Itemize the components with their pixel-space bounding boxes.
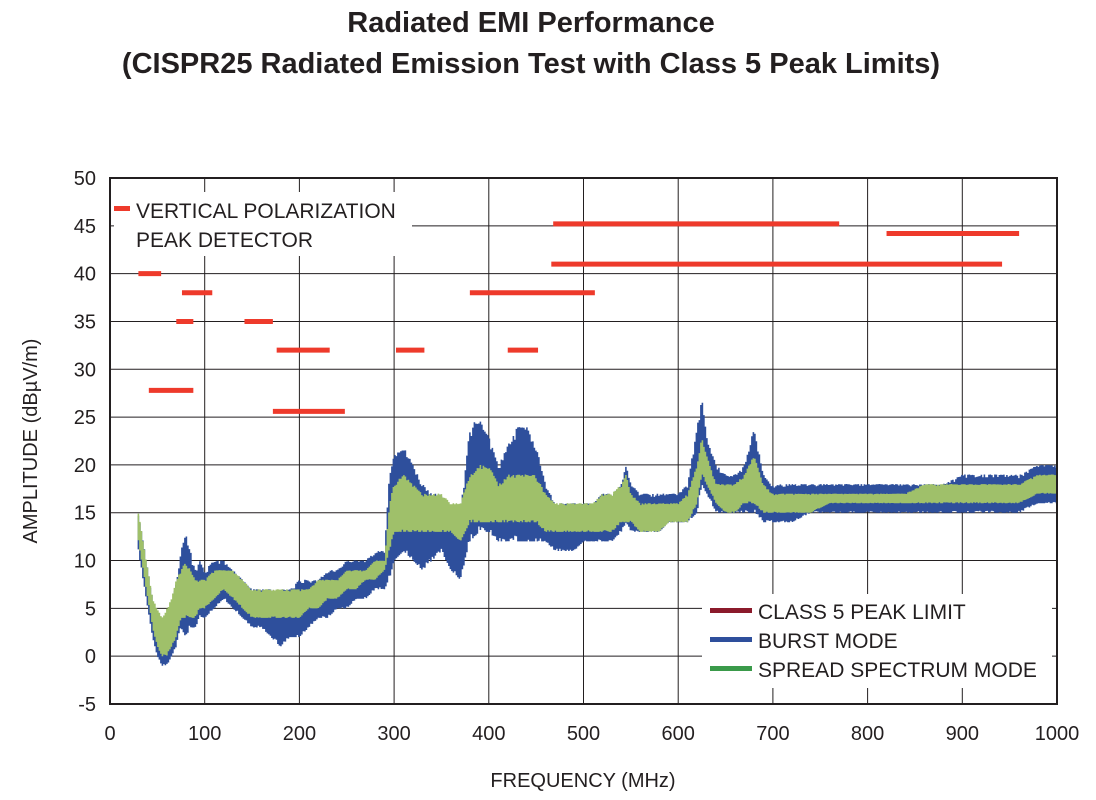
legend-label-spread: SPREAD SPECTRUM MODE (758, 659, 1037, 682)
series-1 (137, 440, 1058, 657)
x-tick-label-5: 500 (567, 723, 600, 745)
legend-label-burst: BURST MODE (758, 630, 898, 653)
x-tick-label-2: 200 (283, 723, 316, 745)
y-tick-label-1: 0 (85, 646, 96, 668)
x-tick-label-3: 300 (377, 723, 410, 745)
x-tick-label-7: 700 (756, 723, 789, 745)
emission-traces (137, 402, 1058, 666)
y-tick-label-7: 30 (74, 359, 96, 381)
legend-swatch-limit (710, 608, 752, 613)
legend-entry-spread: SPREAD SPECTRUM MODE (710, 659, 1037, 682)
y-tick-label-3: 10 (74, 551, 96, 573)
x-axis-label: FREQUENCY (MHz) (490, 770, 675, 792)
legend-entry-limit: CLASS 5 PEAK LIMIT (710, 601, 966, 624)
y-axis-label: AMPLITUDE (dBµV/m) (20, 339, 42, 544)
legend-entry-burst: BURST MODE (710, 630, 898, 653)
legend-swatch-burst (710, 637, 752, 642)
x-tick-label-8: 800 (851, 723, 884, 745)
series-1-trace (137, 440, 1058, 657)
y-tick-label-10: 45 (74, 216, 96, 238)
chart-subtitle: (CISPR25 Radiated Emission Test with Cla… (122, 48, 940, 80)
legend-background (702, 594, 1052, 688)
y-tick-label-0: -5 (78, 694, 96, 716)
annotation-line-2: PEAK DETECTOR (136, 229, 313, 252)
annotation-line-1: VERTICAL POLARIZATION (136, 200, 396, 223)
x-tick-label-1: 100 (188, 723, 221, 745)
y-tick-labels: -5 0 5 10 15 20 25 30 35 40 45 50 (74, 168, 96, 716)
x-tick-label-4: 400 (472, 723, 505, 745)
y-tick-label-11: 50 (74, 168, 96, 190)
x-tick-label-10: 1000 (1035, 723, 1080, 745)
legend-swatch-spread (710, 666, 752, 671)
annotation-limit-swatch (114, 206, 130, 211)
y-tick-label-5: 20 (74, 455, 96, 477)
chart-title: Radiated EMI Performance (347, 7, 714, 39)
legend-label-limit: CLASS 5 PEAK LIMIT (758, 601, 966, 624)
plot-frame (109, 177, 1058, 705)
x-tick-labels: 0 100 200 300 400 500 600 700 800 900 1000 (104, 723, 1079, 745)
annotation-background (114, 192, 412, 256)
x-tick-label-9: 900 (946, 723, 979, 745)
y-tick-label-6: 25 (74, 407, 96, 429)
y-tick-label-8: 35 (74, 311, 96, 333)
y-tick-label-4: 15 (74, 503, 96, 525)
y-tick-label-9: 40 (74, 264, 96, 286)
x-tick-label-0: 0 (104, 723, 115, 745)
x-tick-label-6: 600 (662, 723, 695, 745)
y-tick-label-2: 5 (85, 598, 96, 620)
limit-segments (138, 221, 1020, 414)
